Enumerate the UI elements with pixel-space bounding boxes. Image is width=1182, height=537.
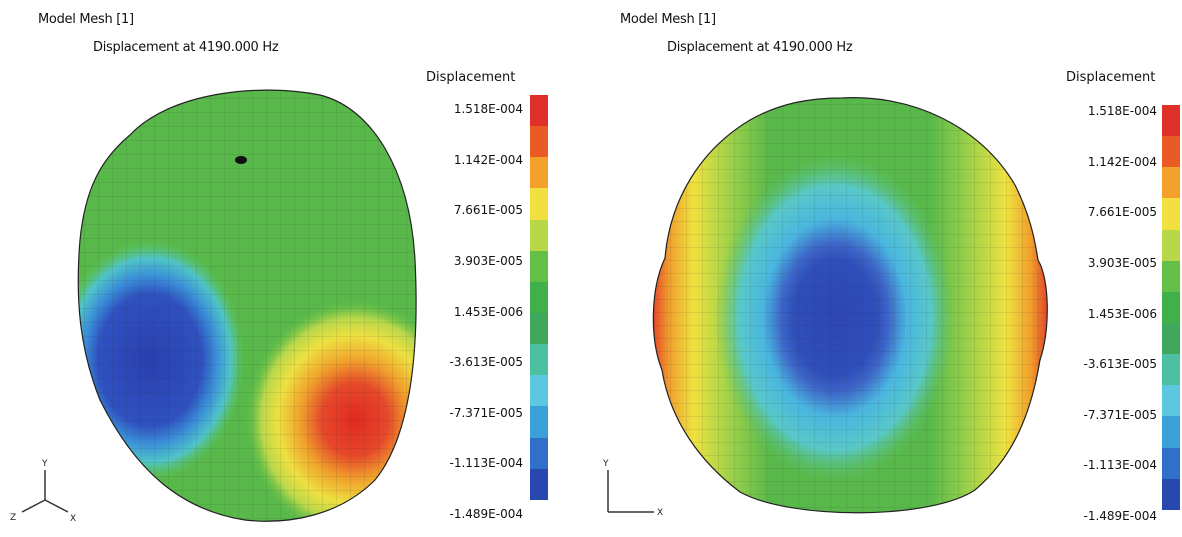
scale-label: -1.113E-004 (449, 456, 524, 471)
colorbar (530, 95, 548, 520)
left-panel: Model Mesh [1] Displacement at 4190.000 … (0, 0, 570, 537)
scale-label: 1.142E-004 (453, 152, 523, 167)
axis-y-label: Y (602, 459, 609, 469)
scale-label: -3.613E-005 (449, 355, 524, 370)
colorbar-segment (1162, 198, 1180, 230)
scale-label: 3.903E-005 (453, 253, 523, 268)
axis-triad: Y Z X (10, 459, 76, 524)
right-panel: Model Mesh [1] Displacement at 4190.000 … (590, 0, 1182, 537)
colorbar-segment (1162, 105, 1180, 137)
colorbar-segment (1162, 447, 1180, 479)
colorbar-segment (530, 468, 548, 500)
colorbar-segment (1162, 291, 1180, 323)
legend-title: Displacement (1066, 70, 1156, 85)
axis-z-label: Z (10, 513, 16, 523)
mesh-plot: Y Z X (10, 89, 417, 524)
mesh-outline (77, 89, 417, 522)
colorbar-segment (530, 437, 548, 469)
mesh-outline (652, 97, 1048, 514)
colorbar-segment (1162, 167, 1180, 199)
axis-x-label: X (657, 508, 663, 518)
scale-label: 1.518E-004 (1087, 104, 1157, 118)
scale-label: 3.903E-005 (1087, 255, 1157, 270)
scale-label: -7.371E-005 (449, 405, 524, 420)
result-subtitle: Displacement at 4190.000 Hz (93, 40, 279, 55)
colorbar-segment (1162, 322, 1180, 355)
colorbar-segment (530, 344, 548, 376)
colorbar-segment (530, 219, 548, 251)
colorbar-segment (1162, 385, 1180, 417)
scale-label: -3.613E-005 (1083, 357, 1158, 372)
colorbar-segment (1162, 354, 1180, 386)
scale-label: 1.453E-006 (1087, 306, 1157, 321)
scale-label: 1.142E-004 (1087, 154, 1157, 169)
scale-label: -7.371E-005 (1083, 407, 1158, 422)
colorbar-segment (530, 406, 548, 438)
scale-label: 7.661E-005 (1087, 205, 1157, 220)
colorbar (1162, 105, 1180, 530)
result-subtitle: Displacement at 4190.000 Hz (667, 40, 853, 55)
mesh-node-marker (235, 156, 247, 164)
colorbar-segment (530, 188, 548, 220)
colorbar-segment (1162, 260, 1180, 292)
colorbar-segment (530, 126, 548, 158)
colorbar-segment (530, 375, 548, 407)
scale-label: 1.518E-004 (453, 102, 523, 116)
scale-label: -1.489E-004 (1083, 509, 1158, 523)
colorbar-segment (530, 95, 548, 127)
model-title: Model Mesh [1] (38, 12, 134, 27)
scale-label: -1.489E-004 (449, 507, 524, 521)
model-title: Model Mesh [1] (620, 12, 716, 27)
colorbar-segment (530, 250, 548, 282)
colorbar-segment (1162, 478, 1180, 510)
colorbar-segment (1162, 229, 1180, 261)
colorbar-segment (530, 312, 548, 345)
colorbar-segment (1162, 136, 1180, 168)
scale-label: 1.453E-006 (453, 304, 523, 319)
scale-label: -1.113E-004 (1083, 458, 1158, 473)
mesh-plot: Y X (602, 97, 1048, 518)
legend-title: Displacement (426, 70, 516, 85)
axis-triad: Y X (602, 459, 663, 518)
colorbar-segment (530, 281, 548, 313)
axis-y-label: Y (41, 459, 48, 469)
colorbar-segment (530, 157, 548, 189)
scale-label: 7.661E-005 (453, 203, 523, 218)
axis-x-label: X (70, 514, 76, 524)
colorbar-segment (1162, 416, 1180, 448)
